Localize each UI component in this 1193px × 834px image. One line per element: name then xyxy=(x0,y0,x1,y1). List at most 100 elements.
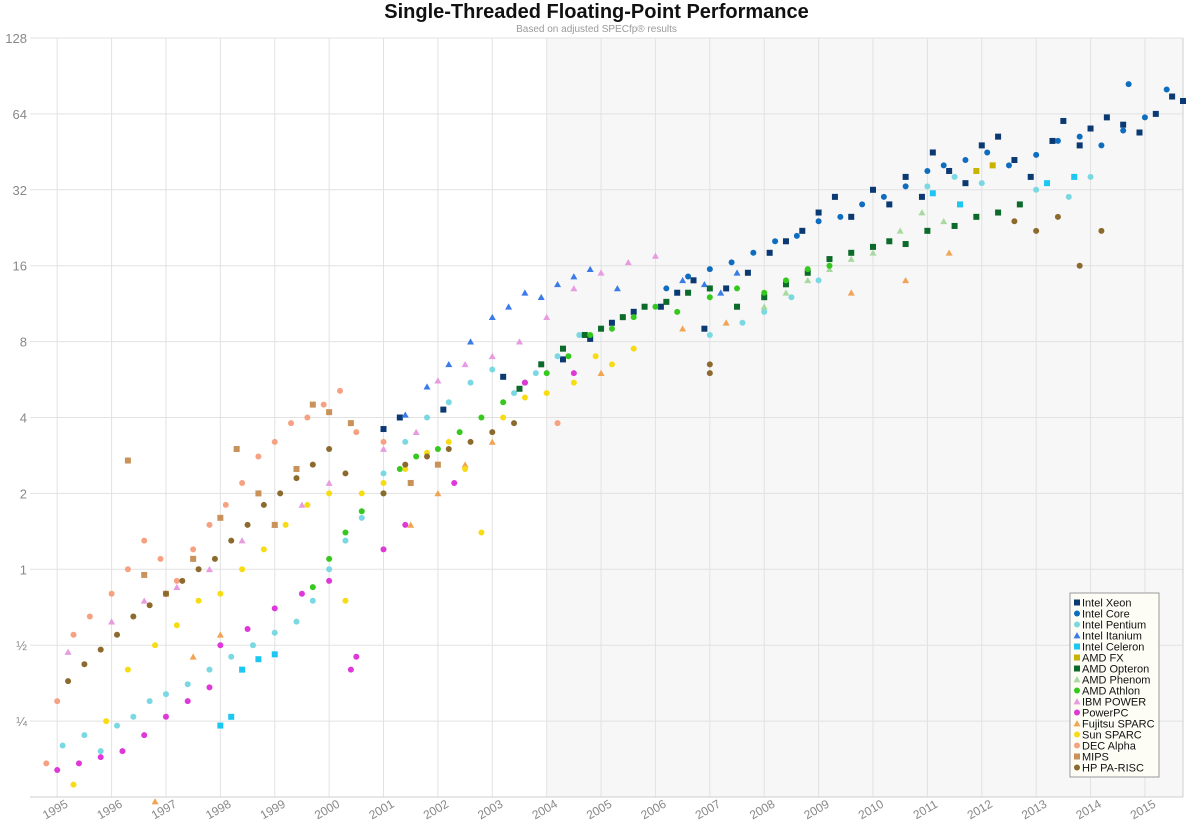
grid-lines xyxy=(30,37,1184,798)
point-amd-opteron xyxy=(581,331,588,338)
point-sun-sparc xyxy=(592,353,599,360)
point-dec-alpha xyxy=(271,438,278,445)
point-intel-xeon xyxy=(902,173,909,180)
legend-marker-dec-alpha xyxy=(1074,742,1080,749)
point-intel-itanium xyxy=(505,303,513,310)
point-intel-pentium xyxy=(951,173,958,180)
point-ibm-power xyxy=(325,479,333,486)
legend-marker-fujitsu-sparc xyxy=(1073,720,1081,727)
point-intel-core xyxy=(1054,137,1061,144)
point-dec-alpha xyxy=(337,387,344,394)
point-ibm-power xyxy=(64,648,72,655)
point-dec-alpha xyxy=(86,613,93,620)
point-intel-xeon xyxy=(978,142,985,149)
point-amd-opteron xyxy=(869,243,876,250)
point-intel-xeon xyxy=(815,209,822,216)
point-intel-pentium xyxy=(81,732,88,739)
point-intel-core xyxy=(706,266,713,273)
point-hp-pa-risc xyxy=(467,438,474,445)
point-amd-phenom xyxy=(825,265,833,273)
point-intel-pentium xyxy=(162,691,169,698)
point-amd-phenom xyxy=(760,303,768,310)
point-powerpc xyxy=(347,666,354,673)
x-tick-label: 2010 xyxy=(856,797,886,823)
point-mips xyxy=(309,401,316,408)
legend-label-intel-pentium: Intel Pentium xyxy=(1082,620,1146,632)
point-intel-pentium xyxy=(326,566,333,573)
legend-label-dec-alpha: DEC Alpha xyxy=(1082,741,1137,753)
legend-label-intel-xeon: Intel Xeon xyxy=(1082,598,1132,610)
point-sun-sparc xyxy=(608,361,615,368)
legend-marker-sun-sparc xyxy=(1074,731,1080,738)
point-sun-sparc xyxy=(217,590,224,597)
point-intel-itanium xyxy=(521,289,529,296)
point-intel-pentium xyxy=(309,597,316,604)
point-intel-xeon xyxy=(1120,121,1127,128)
x-tick-label: 2009 xyxy=(802,797,832,823)
point-dec-alpha xyxy=(157,555,164,562)
point-intel-xeon xyxy=(766,249,773,256)
y-tick-label: 16 xyxy=(13,259,27,274)
point-hp-pa-risc xyxy=(114,631,121,638)
point-amd-opteron xyxy=(598,325,605,332)
point-intel-xeon xyxy=(608,319,615,326)
point-sun-sparc xyxy=(195,597,202,604)
point-fujitsu-sparc xyxy=(945,249,953,256)
point-intel-core xyxy=(1005,162,1012,169)
point-hp-pa-risc xyxy=(244,521,251,528)
point-amd-phenom xyxy=(847,255,855,262)
point-hp-pa-risc xyxy=(706,370,713,377)
point-sun-sparc xyxy=(521,394,528,401)
point-amd-opteron xyxy=(619,314,626,321)
point-amd-athlon xyxy=(706,294,713,301)
x-tick-label: 1998 xyxy=(203,797,233,823)
point-powerpc xyxy=(119,748,126,755)
point-powerpc xyxy=(141,732,148,739)
point-mips xyxy=(347,420,354,427)
legend-marker-intel-xeon xyxy=(1074,599,1080,606)
point-intel-xeon xyxy=(848,213,855,220)
legend-label-powerpc: PowerPC xyxy=(1082,708,1129,720)
point-intel-pentium xyxy=(184,681,191,688)
point-dec-alpha xyxy=(190,546,197,553)
point-intel-core xyxy=(772,238,779,245)
point-amd-fx xyxy=(973,167,980,174)
x-tick-label: 1995 xyxy=(40,797,70,823)
point-intel-pentium xyxy=(761,308,768,315)
legend-label-amd-phenom: AMD Phenom xyxy=(1082,675,1150,687)
point-intel-celeron xyxy=(255,656,262,663)
point-amd-athlon xyxy=(565,353,572,360)
point-hp-pa-risc xyxy=(277,490,284,497)
point-intel-core xyxy=(750,249,757,256)
point-amd-athlon xyxy=(500,399,507,406)
point-hp-pa-risc xyxy=(162,590,169,597)
point-intel-pentium xyxy=(402,438,409,445)
point-intel-xeon xyxy=(1087,125,1094,132)
point-amd-opteron xyxy=(734,303,741,310)
point-intel-xeon xyxy=(380,426,387,433)
x-tick-label: 1999 xyxy=(258,797,288,823)
point-dec-alpha xyxy=(108,590,115,597)
point-intel-xeon xyxy=(723,285,730,292)
legend-label-fujitsu-sparc: Fujitsu SPARC xyxy=(1082,719,1155,731)
point-amd-phenom xyxy=(896,227,904,234)
point-intel-celeron xyxy=(957,201,964,208)
point-powerpc xyxy=(54,766,61,773)
y-tick-label: 64 xyxy=(13,107,27,122)
point-fujitsu-sparc xyxy=(434,490,442,497)
point-fujitsu-sparc xyxy=(216,631,224,638)
point-amd-opteron xyxy=(538,361,545,368)
point-mips xyxy=(233,446,240,453)
point-intel-xeon xyxy=(701,325,708,332)
point-powerpc xyxy=(380,546,387,553)
point-dec-alpha xyxy=(206,521,213,528)
point-intel-xeon xyxy=(995,133,1002,140)
point-intel-itanium xyxy=(700,280,708,288)
point-hp-pa-risc xyxy=(342,470,349,477)
point-intel-xeon xyxy=(500,373,507,380)
point-fujitsu-sparc xyxy=(902,276,910,284)
point-intel-itanium xyxy=(679,276,687,284)
point-intel-pentium xyxy=(554,353,561,360)
point-fujitsu-sparc xyxy=(461,461,469,468)
y-tick-label: 2 xyxy=(20,486,27,501)
